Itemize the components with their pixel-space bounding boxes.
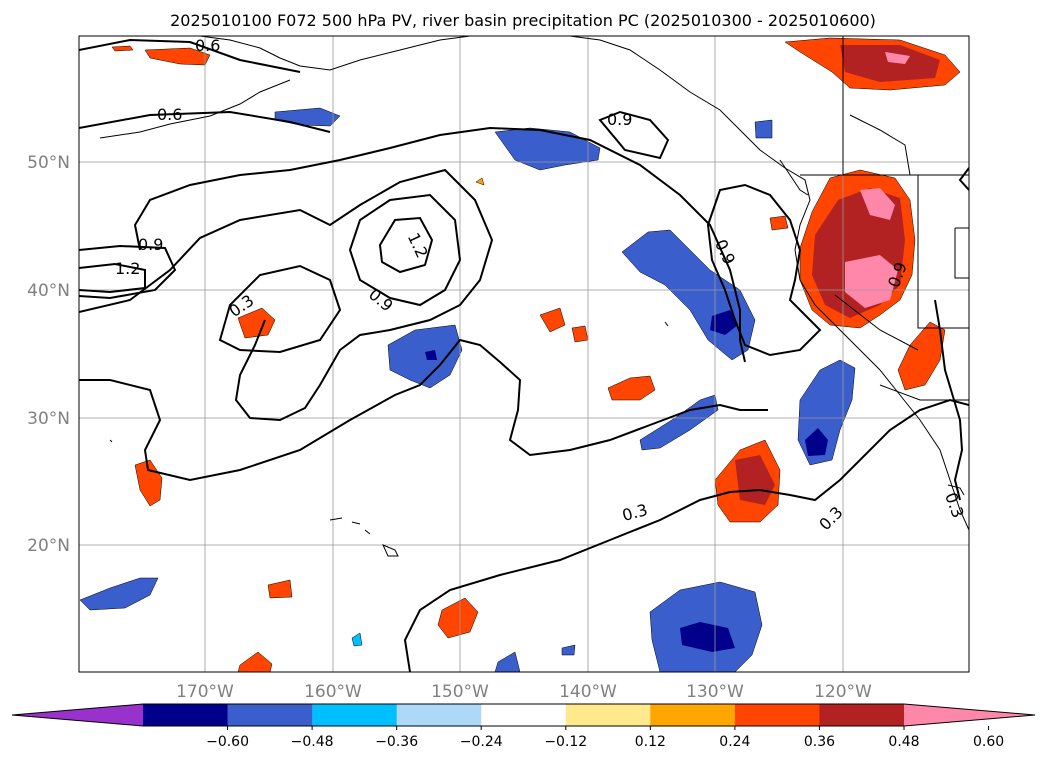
- lat-label: 50°N: [27, 153, 70, 173]
- colorbar-segment: [312, 704, 398, 726]
- shade-positive: [111, 45, 134, 52]
- colorbar-tick-label: −0.48: [291, 734, 334, 750]
- colorbar-tick-label: 0.60: [973, 734, 1004, 750]
- shade-positive: [897, 321, 946, 391]
- shade-negative: [351, 632, 363, 647]
- lat-label: 40°N: [27, 281, 70, 301]
- colorbar-tick-label: 0.48: [888, 734, 919, 750]
- shade-negative: [494, 651, 521, 672]
- colorbar-segment: [650, 704, 736, 726]
- shade-negative: [754, 119, 773, 139]
- colorbar-tick-label: −0.12: [544, 734, 587, 750]
- lon-label: 140°W: [559, 682, 617, 702]
- shade-negative: [494, 127, 601, 171]
- lon-labels: 170°W 160°W 150°W 140°W 130°W 120°W: [176, 682, 872, 702]
- colorbar-extend-high: [904, 704, 1035, 726]
- shade-positive: [607, 375, 656, 401]
- contour-label: 0.6: [157, 105, 182, 124]
- shade-negative: [425, 350, 437, 360]
- colorbar-segment: [396, 704, 482, 726]
- colorbar-tick-label: 0.24: [719, 734, 750, 750]
- contour-label: 0.6: [195, 36, 220, 55]
- shade-negative: [680, 622, 735, 652]
- shade-positive: [735, 455, 775, 505]
- shade-negative: [561, 644, 576, 656]
- contour-label: 0.9: [607, 110, 632, 129]
- colorbar-segment: [565, 704, 651, 726]
- shade-negative: [710, 310, 738, 335]
- lon-label: 130°W: [686, 682, 744, 702]
- shade-positive: [267, 579, 293, 599]
- pv-contours: [79, 38, 969, 672]
- lat-label: 30°N: [27, 409, 70, 429]
- colorbar-tick-label: 0.36: [804, 734, 835, 750]
- colorbar-segment: [227, 704, 313, 726]
- contour-label: 1.2: [115, 259, 140, 278]
- lat-label: 20°N: [27, 536, 70, 556]
- colorbar-tick-label: 0.12: [635, 734, 666, 750]
- shade-negative: [79, 577, 159, 611]
- colorbar-segment: [819, 704, 905, 726]
- contour-label: 0.9: [138, 235, 163, 254]
- lon-label: 150°W: [431, 682, 489, 702]
- shade-positive: [475, 177, 485, 186]
- colorbar-tick-label: −0.36: [375, 734, 418, 750]
- map-title: 2025010100 F072 500 hPa PV, river basin …: [170, 11, 876, 30]
- shade-positive: [571, 325, 589, 343]
- shade-positive: [237, 651, 273, 672]
- colorbar-segment: [734, 704, 820, 726]
- lon-label: 160°W: [304, 682, 362, 702]
- shade-positive: [845, 255, 898, 308]
- shade-negative: [805, 428, 828, 456]
- colorbar: −0.60 −0.48 −0.36 −0.24 −0.12 0.12 0.24 0.36 0.4…: [11, 703, 1036, 750]
- shade-positive: [840, 45, 940, 82]
- colorbar-outline: [11, 703, 1036, 727]
- colorbar-segment: [481, 704, 567, 726]
- shade-positive: [769, 215, 789, 231]
- shade-positive: [539, 307, 566, 333]
- shade-positive: [860, 188, 895, 220]
- map-frame: [78, 35, 970, 673]
- lon-label: 170°W: [176, 682, 234, 702]
- colorbar-tick-label: −0.24: [460, 734, 503, 750]
- shade-positive: [237, 307, 276, 339]
- shade-positive: [437, 597, 479, 639]
- colorbar-segment: [143, 704, 229, 726]
- colorbar-tick-label: −0.60: [206, 734, 249, 750]
- colorbar-extend-low: [12, 704, 143, 726]
- shade-positive: [885, 52, 910, 64]
- graticule: [79, 36, 969, 672]
- lat-labels: 50°N 40°N 30°N 20°N: [27, 153, 70, 556]
- shade-negative: [387, 324, 463, 389]
- shading-layer: [79, 37, 961, 672]
- lon-label: 120°W: [814, 682, 872, 702]
- map-panel: 0.6 0.6 0.9 0.9 1.2 1.2 0.9 0.9 0.3 0.3 …: [79, 36, 969, 672]
- coastlines: [99, 36, 969, 557]
